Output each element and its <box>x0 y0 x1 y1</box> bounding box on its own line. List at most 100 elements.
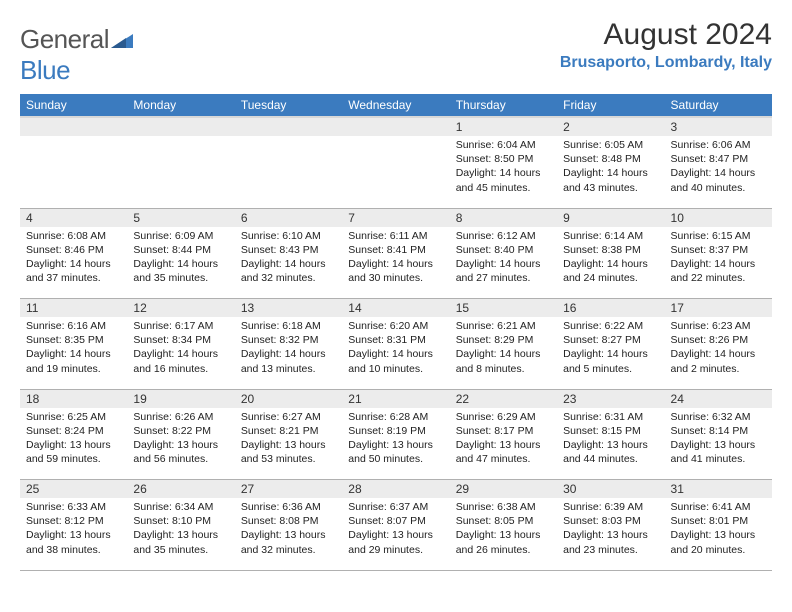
daylight-line: Daylight: 14 hours and 22 minutes. <box>671 257 766 285</box>
day-number-cell: 27 <box>235 480 342 499</box>
sunrise-line: Sunrise: 6:16 AM <box>26 319 121 333</box>
day-detail-row: Sunrise: 6:16 AMSunset: 8:35 PM Daylight:… <box>20 317 772 389</box>
sunset-line: Sunset: 8:24 PM <box>26 424 121 438</box>
sunrise-line: Sunrise: 6:23 AM <box>671 319 766 333</box>
day-detail-cell <box>235 136 342 208</box>
sunrise-line: Sunrise: 6:36 AM <box>241 500 336 514</box>
day-detail-cell: Sunrise: 6:11 AMSunset: 8:41 PMDaylight:… <box>342 227 449 299</box>
day-detail-cell: Sunrise: 6:08 AMSunset: 8:46 PMDaylight:… <box>20 227 127 299</box>
day-detail-cell: Sunrise: 6:21 AMSunset: 8:29 PMDaylight:… <box>450 317 557 389</box>
day-detail-cell: Sunrise: 6:17 AMSunset: 8:34 PMDaylight:… <box>127 317 234 389</box>
sunset-line: Sunset: 8:31 PM <box>348 333 443 347</box>
day-number-cell: 7 <box>342 208 449 227</box>
sunset-line: Sunset: 8:29 PM <box>456 333 551 347</box>
day-number-row: 11121314151617 <box>20 299 772 318</box>
sunset-line: Sunset: 8:41 PM <box>348 243 443 257</box>
day-number-cell <box>235 117 342 136</box>
day-number-cell: 11 <box>20 299 127 318</box>
day-detail-cell: Sunrise: 6:27 AMSunset: 8:21 PMDaylight:… <box>235 408 342 480</box>
sunrise-line: Sunrise: 6:18 AM <box>241 319 336 333</box>
daylight-line: Daylight: 13 hours and 53 minutes. <box>241 438 336 466</box>
day-number-cell: 19 <box>127 389 234 408</box>
day-number-cell: 25 <box>20 480 127 499</box>
logo-text-gray: General <box>20 24 109 54</box>
day-number-cell: 26 <box>127 480 234 499</box>
day-detail-cell: Sunrise: 6:20 AMSunset: 8:31 PMDaylight:… <box>342 317 449 389</box>
daylight-line: Daylight: 14 hours and 16 minutes. <box>133 347 228 375</box>
day-detail-cell: Sunrise: 6:33 AMSunset: 8:12 PMDaylight:… <box>20 498 127 570</box>
sunrise-line: Sunrise: 6:31 AM <box>563 410 658 424</box>
sunrise-line: Sunrise: 6:25 AM <box>26 410 121 424</box>
sunset-line: Sunset: 8:38 PM <box>563 243 658 257</box>
logo: GeneralBlue <box>20 18 133 86</box>
day-number-cell: 17 <box>665 299 772 318</box>
sunset-line: Sunset: 8:44 PM <box>133 243 228 257</box>
title-block: August 2024 Brusaporto, Lombardy, Italy <box>560 18 772 72</box>
day-number-cell: 28 <box>342 480 449 499</box>
daylight-line: Daylight: 13 hours and 35 minutes. <box>133 528 228 556</box>
sunset-line: Sunset: 8:47 PM <box>671 152 766 166</box>
sunrise-line: Sunrise: 6:37 AM <box>348 500 443 514</box>
day-detail-cell: Sunrise: 6:29 AMSunset: 8:17 PMDaylight:… <box>450 408 557 480</box>
day-number-cell: 24 <box>665 389 772 408</box>
sunrise-line: Sunrise: 6:09 AM <box>133 229 228 243</box>
day-number-cell: 5 <box>127 208 234 227</box>
daylight-line: Daylight: 13 hours and 32 minutes. <box>241 528 336 556</box>
day-number-cell <box>342 117 449 136</box>
day-number-cell: 8 <box>450 208 557 227</box>
sunset-line: Sunset: 8:26 PM <box>671 333 766 347</box>
day-number-cell: 3 <box>665 117 772 136</box>
day-detail-cell: Sunrise: 6:05 AMSunset: 8:48 PMDaylight:… <box>557 136 664 208</box>
day-detail-cell: Sunrise: 6:09 AMSunset: 8:44 PMDaylight:… <box>127 227 234 299</box>
day-number-cell: 31 <box>665 480 772 499</box>
sunrise-line: Sunrise: 6:12 AM <box>456 229 551 243</box>
day-number-cell: 30 <box>557 480 664 499</box>
day-detail-cell <box>342 136 449 208</box>
sunrise-line: Sunrise: 6:08 AM <box>26 229 121 243</box>
day-detail-cell: Sunrise: 6:15 AMSunset: 8:37 PMDaylight:… <box>665 227 772 299</box>
daylight-line: Daylight: 14 hours and 32 minutes. <box>241 257 336 285</box>
day-number-cell <box>20 117 127 136</box>
sunset-line: Sunset: 8:35 PM <box>26 333 121 347</box>
calendar-body: 123Sunrise: 6:04 AMSunset: 8:50 PMDaylig… <box>20 117 772 570</box>
day-detail-row: Sunrise: 6:08 AMSunset: 8:46 PM Daylight:… <box>20 227 772 299</box>
sunrise-line: Sunrise: 6:41 AM <box>671 500 766 514</box>
sunset-line: Sunset: 8:37 PM <box>671 243 766 257</box>
sunrise-line: Sunrise: 6:26 AM <box>133 410 228 424</box>
sunset-line: Sunset: 8:22 PM <box>133 424 228 438</box>
sunset-line: Sunset: 8:46 PM <box>26 243 121 257</box>
sunset-line: Sunset: 8:15 PM <box>563 424 658 438</box>
day-number-cell: 18 <box>20 389 127 408</box>
day-number-cell: 21 <box>342 389 449 408</box>
day-detail-cell: Sunrise: 6:06 AMSunset: 8:47 PMDaylight:… <box>665 136 772 208</box>
daylight-line: Daylight: 13 hours and 41 minutes. <box>671 438 766 466</box>
sunrise-line: Sunrise: 6:39 AM <box>563 500 658 514</box>
daylight-line: Daylight: 14 hours and 43 minutes. <box>563 166 658 194</box>
day-number-cell: 1 <box>450 117 557 136</box>
day-number-cell <box>127 117 234 136</box>
day-header: Wednesday <box>342 94 449 117</box>
sunset-line: Sunset: 8:21 PM <box>241 424 336 438</box>
day-detail-cell: Sunrise: 6:34 AMSunset: 8:10 PMDaylight:… <box>127 498 234 570</box>
logo-triangle-icon <box>111 24 133 54</box>
daylight-line: Daylight: 14 hours and 13 minutes. <box>241 347 336 375</box>
day-detail-cell: Sunrise: 6:39 AMSunset: 8:03 PMDaylight:… <box>557 498 664 570</box>
day-detail-cell: Sunrise: 6:12 AMSunset: 8:40 PMDaylight:… <box>450 227 557 299</box>
header: GeneralBlue August 2024 Brusaporto, Lomb… <box>20 18 772 86</box>
day-header: Monday <box>127 94 234 117</box>
day-detail-cell: Sunrise: 6:25 AMSunset: 8:24 PMDaylight:… <box>20 408 127 480</box>
day-detail-cell: Sunrise: 6:14 AMSunset: 8:38 PMDaylight:… <box>557 227 664 299</box>
day-number-cell: 9 <box>557 208 664 227</box>
sunset-line: Sunset: 8:17 PM <box>456 424 551 438</box>
daylight-line: Daylight: 14 hours and 45 minutes. <box>456 166 551 194</box>
sunrise-line: Sunrise: 6:10 AM <box>241 229 336 243</box>
day-number-cell: 29 <box>450 480 557 499</box>
daylight-line: Daylight: 13 hours and 20 minutes. <box>671 528 766 556</box>
daylight-line: Daylight: 14 hours and 35 minutes. <box>133 257 228 285</box>
daylight-line: Daylight: 13 hours and 29 minutes. <box>348 528 443 556</box>
daylight-line: Daylight: 13 hours and 59 minutes. <box>26 438 121 466</box>
daylight-line: Daylight: 13 hours and 56 minutes. <box>133 438 228 466</box>
day-detail-cell: Sunrise: 6:10 AMSunset: 8:43 PMDaylight:… <box>235 227 342 299</box>
day-detail-row: Sunrise: 6:25 AMSunset: 8:24 PMDaylight:… <box>20 408 772 480</box>
daylight-line: Daylight: 14 hours and 24 minutes. <box>563 257 658 285</box>
